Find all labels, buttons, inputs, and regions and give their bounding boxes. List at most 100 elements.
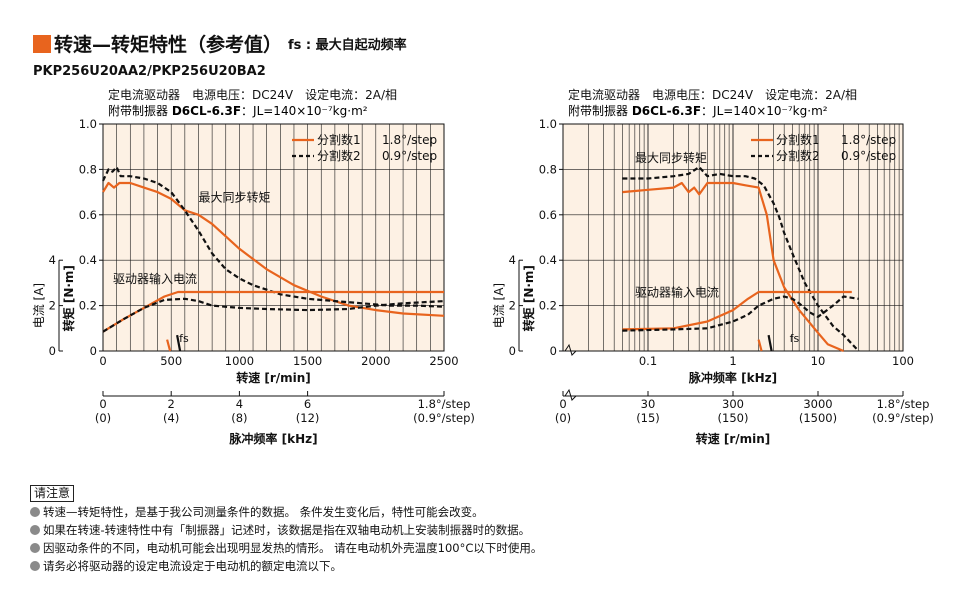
conditions-line2: 附带制振器 D6CL-6.3F：JL=140×10⁻⁷kg·m²	[568, 104, 828, 118]
conditions-line1: 定电流驱动器 电源电压：DC24V 设定电流：2A/相	[568, 87, 857, 102]
x-axis-label: 转速 [r/min]	[236, 370, 311, 385]
current-axis-label: 电流 [A]	[492, 283, 506, 328]
bullet-icon	[30, 507, 40, 517]
y-tick-label: 1.0	[539, 117, 557, 131]
bullet-icon	[30, 543, 40, 553]
y-tick-label: 0.4	[539, 253, 557, 267]
secondary-axis-label: 脉冲频率 [kHz]	[228, 431, 317, 446]
x-tick-label: 10	[811, 354, 826, 368]
step-label: 1.8°/step	[877, 397, 930, 411]
legend-entry-step: 1.8°/step	[382, 133, 437, 147]
bullet-icon	[30, 525, 40, 535]
series-torque-div2	[102, 166, 445, 308]
conditions-line2: 附带制振器 D6CL-6.3F：JL=140×10⁻⁷kg·m²	[108, 104, 368, 118]
secondary-tick-label: 0	[99, 397, 106, 411]
secondary-tick-label: 300	[722, 397, 744, 411]
y-tick-label: 0.6	[539, 208, 557, 222]
current-tick-label: 0	[49, 344, 56, 358]
secondary-tick-label-alt: (0)	[95, 411, 111, 425]
series-torque-div1	[102, 181, 445, 317]
max-sync-torque-label: 最大同步转矩	[635, 150, 707, 165]
legend-entry-name: 分割数1	[317, 132, 361, 147]
y-tick-label: 0.4	[79, 253, 97, 267]
series-torque-div1	[622, 181, 845, 353]
x-tick-label: 100	[892, 354, 914, 368]
current-tick-label: 2	[509, 299, 516, 313]
y-tick-label: 1.0	[79, 117, 97, 131]
page-title: 转速—转矩特性（参考值） fs : 最大自起动频率	[33, 30, 407, 57]
x-axis-label: 脉冲频率 [kHz]	[688, 370, 777, 385]
secondary-tick-label: 0	[559, 397, 566, 411]
secondary-tick-label-alt: (12)	[296, 411, 320, 425]
model-number: PKP256U20AA2/PKP256U20BA2	[33, 64, 266, 79]
max-sync-torque-label: 最大同步转矩	[198, 189, 270, 204]
secondary-tick-label: 4	[236, 397, 243, 411]
secondary-tick-label: 6	[304, 397, 311, 411]
series-torque-div2	[622, 166, 860, 352]
legend-entry-name: 分割数2	[317, 148, 361, 163]
y-tick-label: 0	[90, 344, 97, 358]
secondary-tick-label-alt: (15)	[636, 411, 660, 425]
notes-tag: 请注意	[30, 485, 75, 502]
note-item: 如果在转速-转速特性中有「制振器」记述时，该数据是指在双轴电动机上安装制振器时的…	[30, 522, 530, 538]
y-tick-label: 0.8	[79, 162, 97, 176]
y-tick-label: 0.6	[79, 208, 97, 222]
note-item: 转速—转矩特性，是基于我公司测量条件的数据。 条件发生变化后，特性可能会改变。	[30, 504, 484, 520]
secondary-tick-label: 2	[168, 397, 175, 411]
legend-entry-step: 0.9°/step	[382, 149, 437, 163]
y-tick-label: 0.2	[79, 299, 97, 313]
fs-marker-div2	[767, 334, 773, 352]
x-tick-label: 2500	[429, 354, 458, 368]
secondary-tick-label: 3000	[803, 397, 832, 411]
driver-current-label: 驱动器输入电流	[113, 271, 197, 286]
secondary-tick-label-alt: (0)	[555, 411, 571, 425]
current-tick-label: 4	[509, 253, 516, 267]
y-tick-label: 0.8	[539, 162, 557, 176]
current-tick-label: 4	[49, 253, 56, 267]
note-item: 请务必将驱动器的设定电流设定于电动机的额定电流以下。	[30, 558, 342, 574]
orange-square-icon	[33, 34, 51, 53]
secondary-tick-label-alt: (150)	[718, 411, 749, 425]
conditions-line1: 定电流驱动器 电源电压：DC24V 设定电流：2A/相	[108, 87, 397, 102]
current-axis-label: 电流 [A]	[32, 283, 46, 328]
current-tick-label: 0	[509, 344, 516, 358]
legend-entry-name: 分割数2	[776, 148, 820, 163]
x-tick-label: 0.1	[639, 354, 657, 368]
note-text: 如果在转速-转速特性中有「制振器」记述时，该数据是指在双轴电动机上安装制振器时的…	[43, 523, 531, 537]
secondary-tick-label: 30	[641, 397, 656, 411]
legend-entry-name: 分割数1	[776, 132, 820, 147]
note-text: 转速—转矩特性，是基于我公司测量条件的数据。 条件发生变化后，特性可能会改变。	[43, 505, 484, 519]
fs-marker-div1	[757, 339, 763, 352]
title-text: 转速—转矩特性（参考值）	[54, 34, 283, 56]
x-tick-label: 0	[99, 354, 106, 368]
x-tick-label: 1	[729, 354, 736, 368]
plot-area	[102, 123, 445, 352]
x-tick-label: 2000	[361, 354, 390, 368]
fs-label: fs	[179, 332, 189, 345]
step-label: 1.8°/step	[418, 397, 471, 411]
note-item: 因驱动条件的不同，电动机可能会出现明显发热的情形。 请在电动机外壳温度100°C…	[30, 540, 542, 556]
x-tick-label: 1500	[293, 354, 322, 368]
legend-entry-step: 0.9°/step	[841, 149, 896, 163]
secondary-tick-label-alt: (4)	[163, 411, 179, 425]
x-tick-label: 500	[160, 354, 182, 368]
x-tick-label: 1000	[225, 354, 254, 368]
secondary-axis-label: 转速 [r/min]	[696, 431, 771, 446]
axis-break-icon	[564, 388, 577, 401]
current-tick-label: 2	[49, 299, 56, 313]
step-label-half: (0.9°/step)	[872, 411, 934, 425]
note-text: 请务必将驱动器的设定电流设定于电动机的额定电流以下。	[43, 559, 342, 573]
fs-marker-div2	[176, 334, 182, 352]
torque-axis-label: 转矩 [N·m]	[521, 265, 536, 331]
y-tick-label: 0	[550, 344, 557, 358]
y-tick-label: 0.2	[539, 299, 557, 313]
step-label-half: (0.9°/step)	[413, 411, 475, 425]
series-current-div2	[102, 297, 445, 333]
secondary-tick-label-alt: (1500)	[799, 411, 837, 425]
axis-break-icon	[564, 343, 577, 356]
legend-entry-step: 1.8°/step	[841, 133, 896, 147]
fs-marker-div1	[166, 339, 172, 352]
torque-axis-label: 转矩 [N·m]	[61, 265, 76, 331]
fs-label: fs	[790, 332, 800, 345]
